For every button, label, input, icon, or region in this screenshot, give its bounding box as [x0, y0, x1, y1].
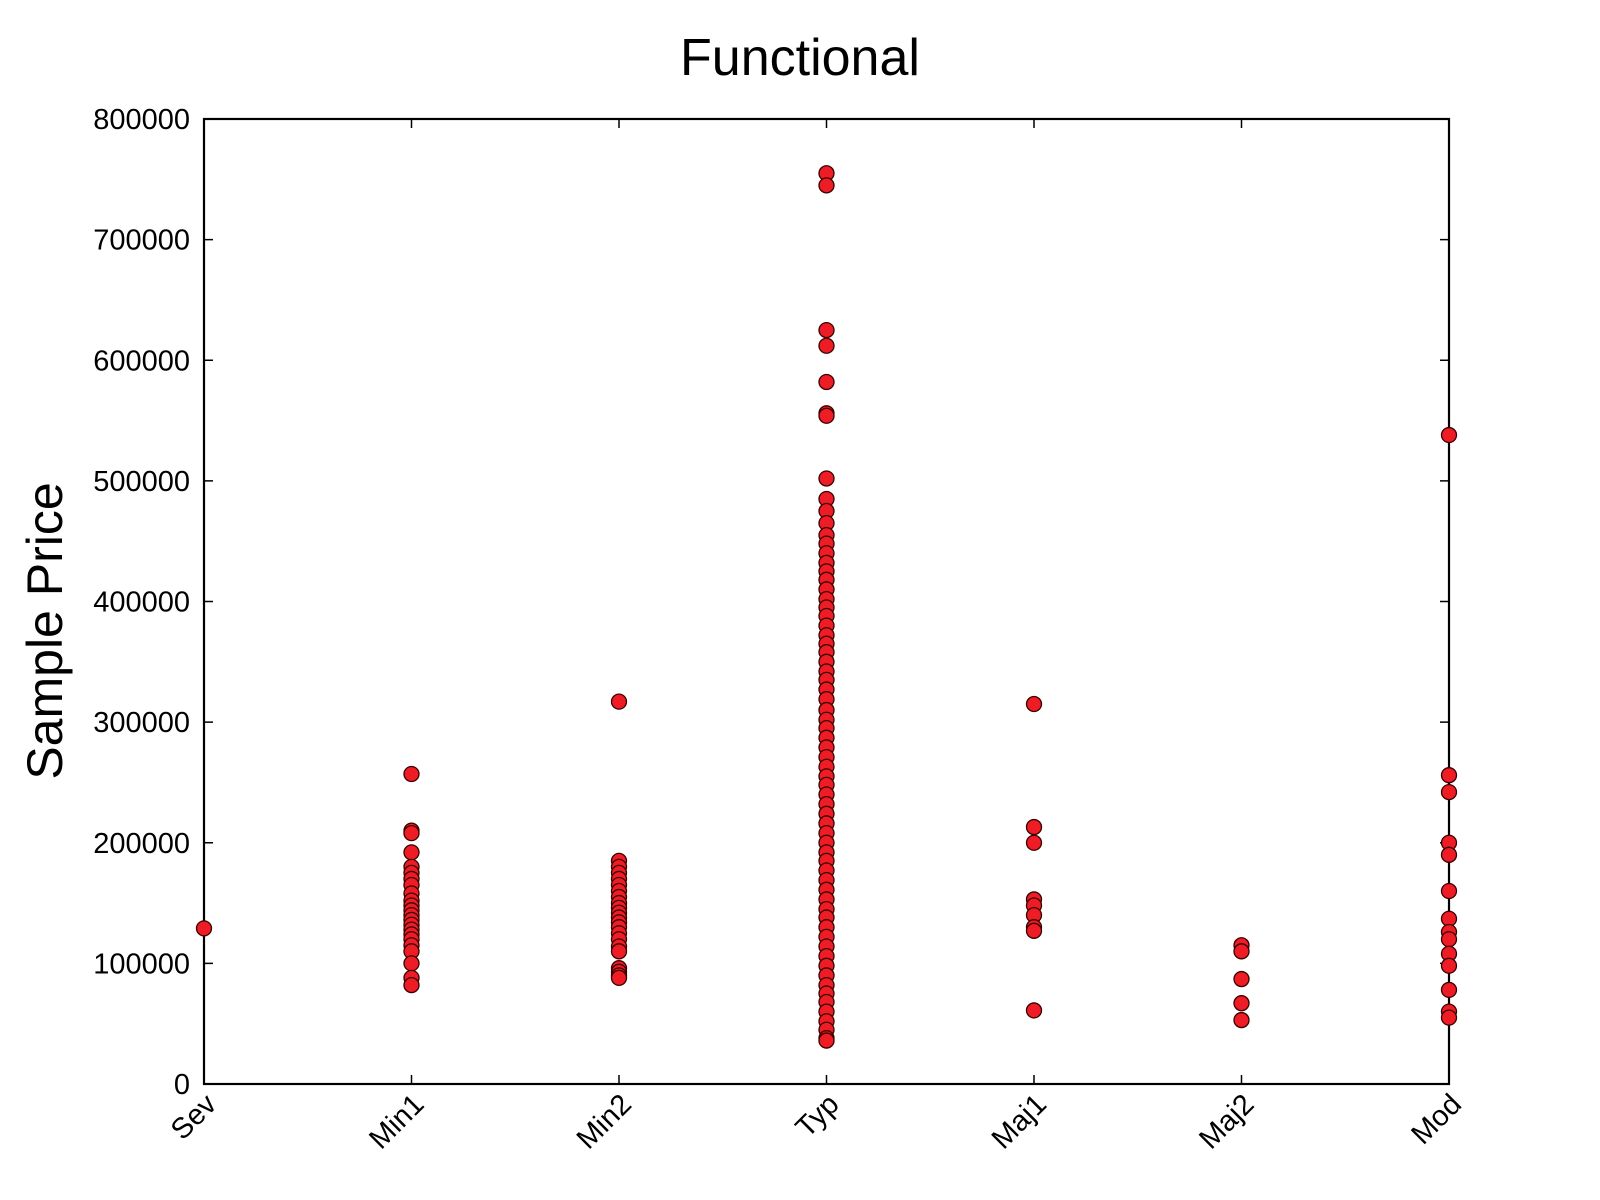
data-point-typ — [818, 373, 835, 391]
data-point-min2 — [610, 969, 628, 986]
data-point-mod — [1440, 882, 1458, 900]
y-tick-label: 300000 — [93, 707, 190, 739]
x-tick-label: Maj2 — [1193, 1088, 1260, 1155]
data-point-min1 — [403, 824, 420, 842]
x-tick-label: Min1 — [363, 1088, 430, 1155]
data-point-min2 — [610, 943, 628, 960]
x-tick-label: Maj1 — [986, 1088, 1053, 1155]
data-point-typ — [818, 407, 835, 424]
data-point-mod — [1440, 1009, 1458, 1026]
y-tick-label: 100000 — [93, 948, 190, 980]
chart-title: Functional — [680, 29, 920, 87]
data-point-min1 — [403, 844, 420, 861]
data-point-mod — [1440, 767, 1458, 784]
data-point-maj1 — [1025, 818, 1043, 836]
data-point-mod — [1440, 957, 1458, 974]
data-point-mod — [1440, 931, 1458, 948]
data-point-maj1 — [1025, 1002, 1043, 1019]
data-point-maj2 — [1233, 970, 1250, 988]
data-point-maj1 — [1025, 834, 1043, 851]
data-point-maj1 — [1025, 695, 1043, 713]
data-point-min2 — [610, 693, 628, 710]
data-point-mod — [1440, 981, 1458, 999]
data-point-mod — [1440, 426, 1458, 444]
y-tick-label: 800000 — [93, 104, 190, 136]
data-point-typ — [818, 321, 835, 339]
data-points — [195, 165, 1458, 1049]
y-tick-labels: 0 100000 200000 300000 400000 500000 600000 700… — [93, 104, 190, 1101]
y-tick-label: 400000 — [93, 587, 190, 619]
data-point-mod — [1440, 783, 1458, 801]
x-tick-label: Mod — [1405, 1088, 1468, 1151]
data-point-maj2 — [1233, 1011, 1250, 1029]
data-point-typ — [818, 1032, 835, 1049]
x-tick-label: Min2 — [571, 1088, 638, 1155]
y-axis-label: Sample Price — [17, 482, 73, 779]
data-point-typ — [818, 470, 835, 487]
data-point-maj2 — [1233, 943, 1250, 960]
data-point-min1 — [403, 765, 420, 783]
y-tick-label: 0 — [174, 1069, 190, 1101]
data-point-mod — [1440, 846, 1458, 863]
data-point-maj2 — [1233, 995, 1250, 1012]
data-point-min1 — [403, 976, 420, 994]
data-point-maj1 — [1025, 922, 1043, 939]
y-tick-label: 500000 — [93, 466, 190, 498]
data-point-sev — [195, 920, 213, 937]
y-tick-label: 700000 — [93, 225, 190, 257]
x-tick-labels: Sev Min1 Min2 Typ Maj1 Maj2 Mod — [165, 1088, 1468, 1155]
y-tick-label: 600000 — [93, 345, 190, 377]
data-point-typ — [818, 337, 835, 354]
data-point-min1 — [403, 955, 420, 972]
data-point-typ — [818, 177, 835, 194]
x-tick-label: Typ — [790, 1088, 846, 1144]
y-tick-label: 200000 — [93, 828, 190, 860]
